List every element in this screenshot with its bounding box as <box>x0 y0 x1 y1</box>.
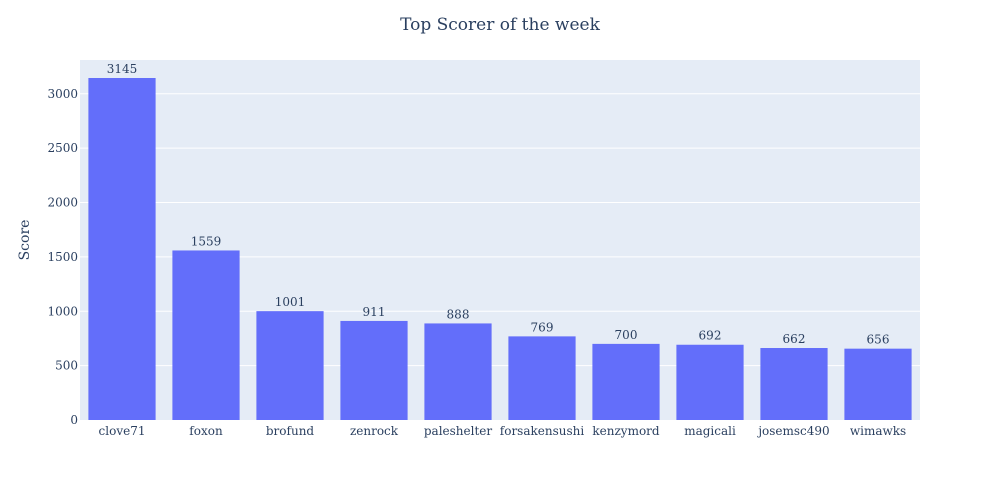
bar-value-label: 1559 <box>191 234 222 248</box>
chart-title: Top Scorer of the week <box>400 15 601 35</box>
bar-kenzymord[interactable] <box>592 343 660 420</box>
y-tick-label: 1500 <box>47 250 78 264</box>
x-tick-label: foxon <box>189 424 223 438</box>
x-tick-label: josemsc490 <box>756 424 829 438</box>
y-tick-label: 500 <box>55 359 78 373</box>
bar-magicali[interactable] <box>676 344 744 420</box>
y-axis-title: Score <box>17 220 33 261</box>
x-axis-ticks: clove71 foxon brofund zenrock paleshelter for… <box>99 424 907 438</box>
y-tick-label: 2500 <box>47 141 78 155</box>
bar-value-label: 692 <box>699 329 722 343</box>
bar-value-label: 3145 <box>107 62 138 76</box>
x-tick-label: magicali <box>684 424 736 438</box>
bars <box>88 77 912 420</box>
y-tick-label: 2000 <box>47 196 78 210</box>
bar-labels: 3145 1559 1001 911 888 769 700 692 662 656 <box>107 62 890 347</box>
bar-value-label: 888 <box>447 307 470 321</box>
x-tick-label: forsakensushi <box>500 424 585 438</box>
bar-value-label: 662 <box>783 332 806 346</box>
x-tick-label: paleshelter <box>424 424 493 438</box>
bar-josemsc490[interactable] <box>760 348 828 420</box>
bar-wimawks[interactable] <box>844 348 912 420</box>
y-tick-label: 1000 <box>47 304 78 318</box>
bar-value-label: 911 <box>363 305 386 319</box>
x-tick-label: brofund <box>266 424 315 438</box>
x-tick-label: clove71 <box>99 424 146 438</box>
bar-paleshelter[interactable] <box>424 323 492 420</box>
bar-foxon[interactable] <box>172 250 240 420</box>
bar-clove71[interactable] <box>88 77 156 420</box>
bar-forsakensushi[interactable] <box>508 336 576 420</box>
bar-zenrock[interactable] <box>340 320 408 420</box>
y-tick-label: 3000 <box>47 87 78 101</box>
x-tick-label: wimawks <box>850 424 906 438</box>
bar-value-label: 656 <box>867 333 890 347</box>
y-tick-label: 0 <box>70 413 78 427</box>
y-axis-ticks: 0 500 1000 1500 2000 2500 3000 <box>47 87 78 427</box>
bar-brofund[interactable] <box>256 311 324 420</box>
bar-value-label: 700 <box>615 328 638 342</box>
bar-value-label: 1001 <box>275 295 306 309</box>
x-tick-label: kenzymord <box>592 424 660 438</box>
x-tick-label: zenrock <box>350 424 399 438</box>
bar-value-label: 769 <box>531 320 554 334</box>
